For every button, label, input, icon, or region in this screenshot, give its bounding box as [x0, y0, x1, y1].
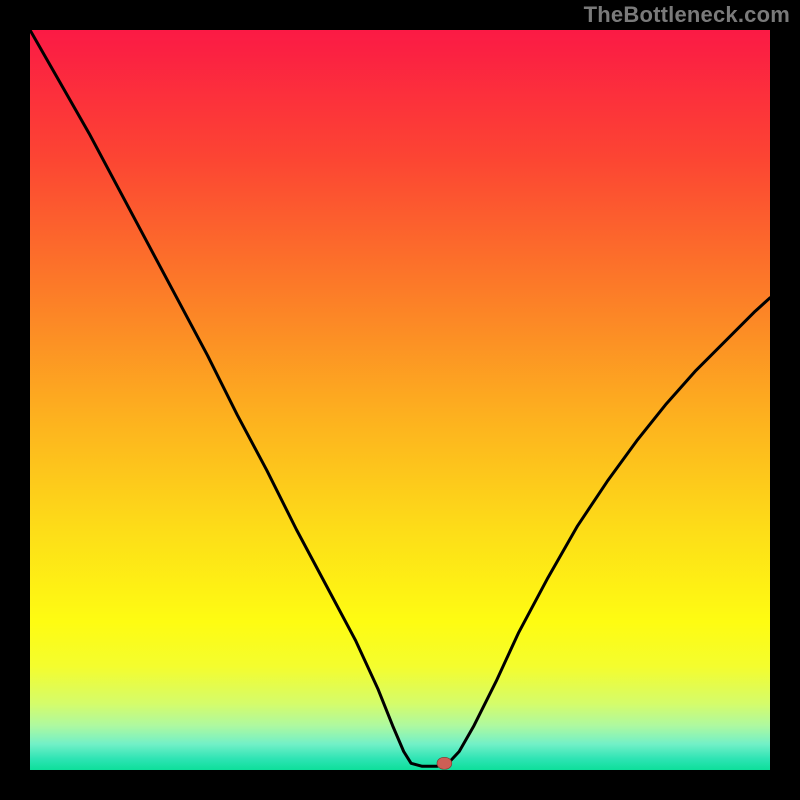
- watermark-text: TheBottleneck.com: [584, 2, 790, 28]
- chart-frame: TheBottleneck.com: [0, 0, 800, 800]
- chart-svg: [30, 30, 770, 770]
- optimal-point-marker: [437, 757, 452, 769]
- plot-area: [30, 30, 770, 770]
- chart-background: [30, 30, 770, 770]
